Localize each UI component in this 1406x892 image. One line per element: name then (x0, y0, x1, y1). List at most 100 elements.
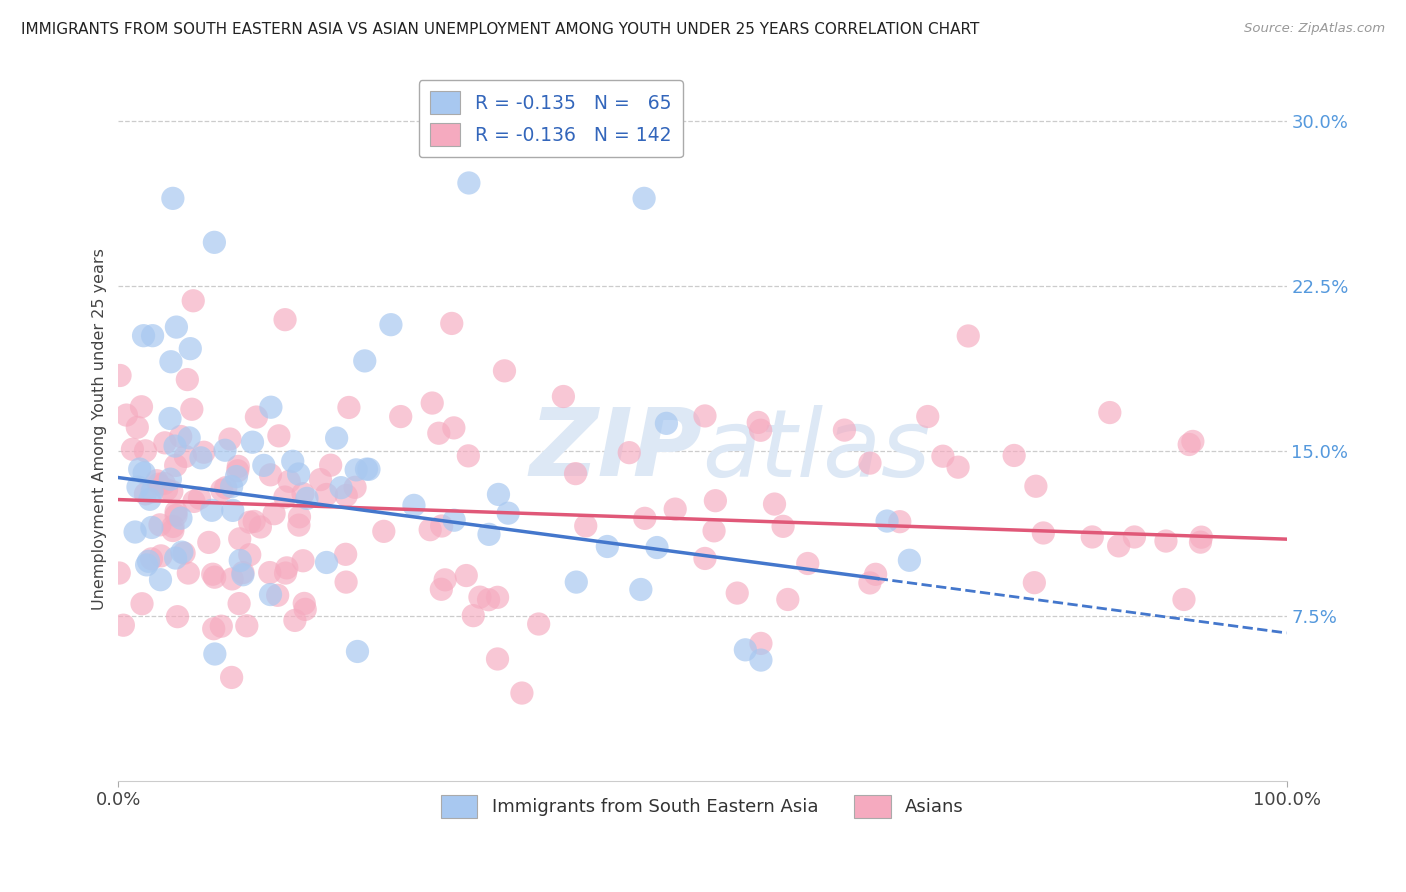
Point (163, 439, 186, 453)
Point (221, 479, 243, 493)
Point (134, 443, 156, 458)
Point (440, 317, 463, 331)
Point (127, 480, 149, 494)
Point (153, 476, 176, 491)
Point (170, 429, 193, 443)
Point (179, 342, 201, 356)
Point (179, 431, 201, 445)
Point (165, 320, 187, 334)
Point (315, 556, 337, 570)
Point (486, 652, 509, 666)
Point (228, 597, 250, 611)
Point (865, 567, 887, 582)
Point (287, 467, 309, 481)
Point (457, 449, 479, 463)
Point (325, 431, 347, 445)
Point (219, 432, 242, 446)
Point (834, 423, 856, 437)
Point (749, 636, 772, 650)
Point (201, 567, 224, 582)
Point (204, 570, 226, 584)
Point (1189, 530, 1212, 544)
Point (222, 503, 245, 517)
Point (430, 519, 453, 533)
Point (148, 477, 170, 491)
Point (198, 535, 221, 549)
Point (335, 575, 357, 590)
Point (876, 514, 898, 528)
Point (335, 488, 357, 502)
Point (443, 513, 465, 527)
Point (344, 480, 367, 494)
Point (434, 573, 457, 587)
Text: IMMIGRANTS FROM SOUTH EASTERN ASIA VS ASIAN UNEMPLOYMENT AMONG YOUTH UNDER 25 YE: IMMIGRANTS FROM SOUTH EASTERN ASIA VS AS… (21, 22, 980, 37)
Point (155, 483, 177, 497)
Point (468, 590, 491, 604)
Point (488, 487, 510, 501)
Point (463, 608, 485, 623)
Point (115, 408, 138, 422)
Point (292, 554, 315, 568)
Point (149, 517, 172, 532)
Point (215, 481, 238, 495)
Point (294, 602, 316, 616)
Point (131, 400, 153, 414)
Point (128, 462, 150, 476)
Point (357, 462, 380, 476)
Point (859, 456, 882, 470)
Point (797, 557, 820, 571)
Point (456, 568, 478, 582)
Text: atlas: atlas (703, 405, 931, 496)
Point (486, 591, 509, 605)
Point (575, 519, 598, 533)
Point (159, 411, 181, 425)
Point (419, 523, 441, 537)
Point (165, 458, 187, 473)
Point (291, 486, 314, 500)
Point (319, 458, 342, 473)
Point (138, 554, 160, 568)
Point (141, 552, 163, 566)
Point (389, 409, 412, 424)
Point (160, 355, 183, 369)
Point (201, 503, 224, 517)
Point (142, 328, 165, 343)
Point (734, 643, 756, 657)
Point (596, 540, 619, 554)
Point (249, 520, 271, 534)
Point (165, 551, 187, 566)
Point (232, 566, 254, 580)
Point (527, 617, 550, 632)
Point (655, 417, 678, 431)
Point (1154, 534, 1177, 549)
Point (149, 573, 172, 587)
Point (337, 401, 360, 415)
Point (373, 524, 395, 539)
Point (749, 653, 772, 667)
Point (221, 670, 243, 684)
Point (1181, 434, 1204, 449)
Point (704, 493, 727, 508)
Point (173, 546, 195, 560)
Text: ZIP: ZIP (530, 404, 703, 496)
Point (202, 235, 225, 250)
Point (225, 469, 247, 483)
Point (232, 567, 254, 582)
Point (309, 473, 332, 487)
Point (1032, 526, 1054, 541)
Point (253, 458, 276, 473)
Point (564, 467, 586, 481)
Point (295, 491, 318, 506)
Point (134, 466, 156, 480)
Point (1025, 479, 1047, 493)
Point (292, 596, 315, 610)
Point (494, 364, 516, 378)
Point (209, 619, 232, 633)
Point (259, 467, 281, 482)
Point (274, 490, 297, 504)
Point (162, 519, 184, 533)
Point (749, 423, 772, 437)
Point (166, 609, 188, 624)
Point (229, 553, 252, 567)
Point (190, 450, 212, 465)
